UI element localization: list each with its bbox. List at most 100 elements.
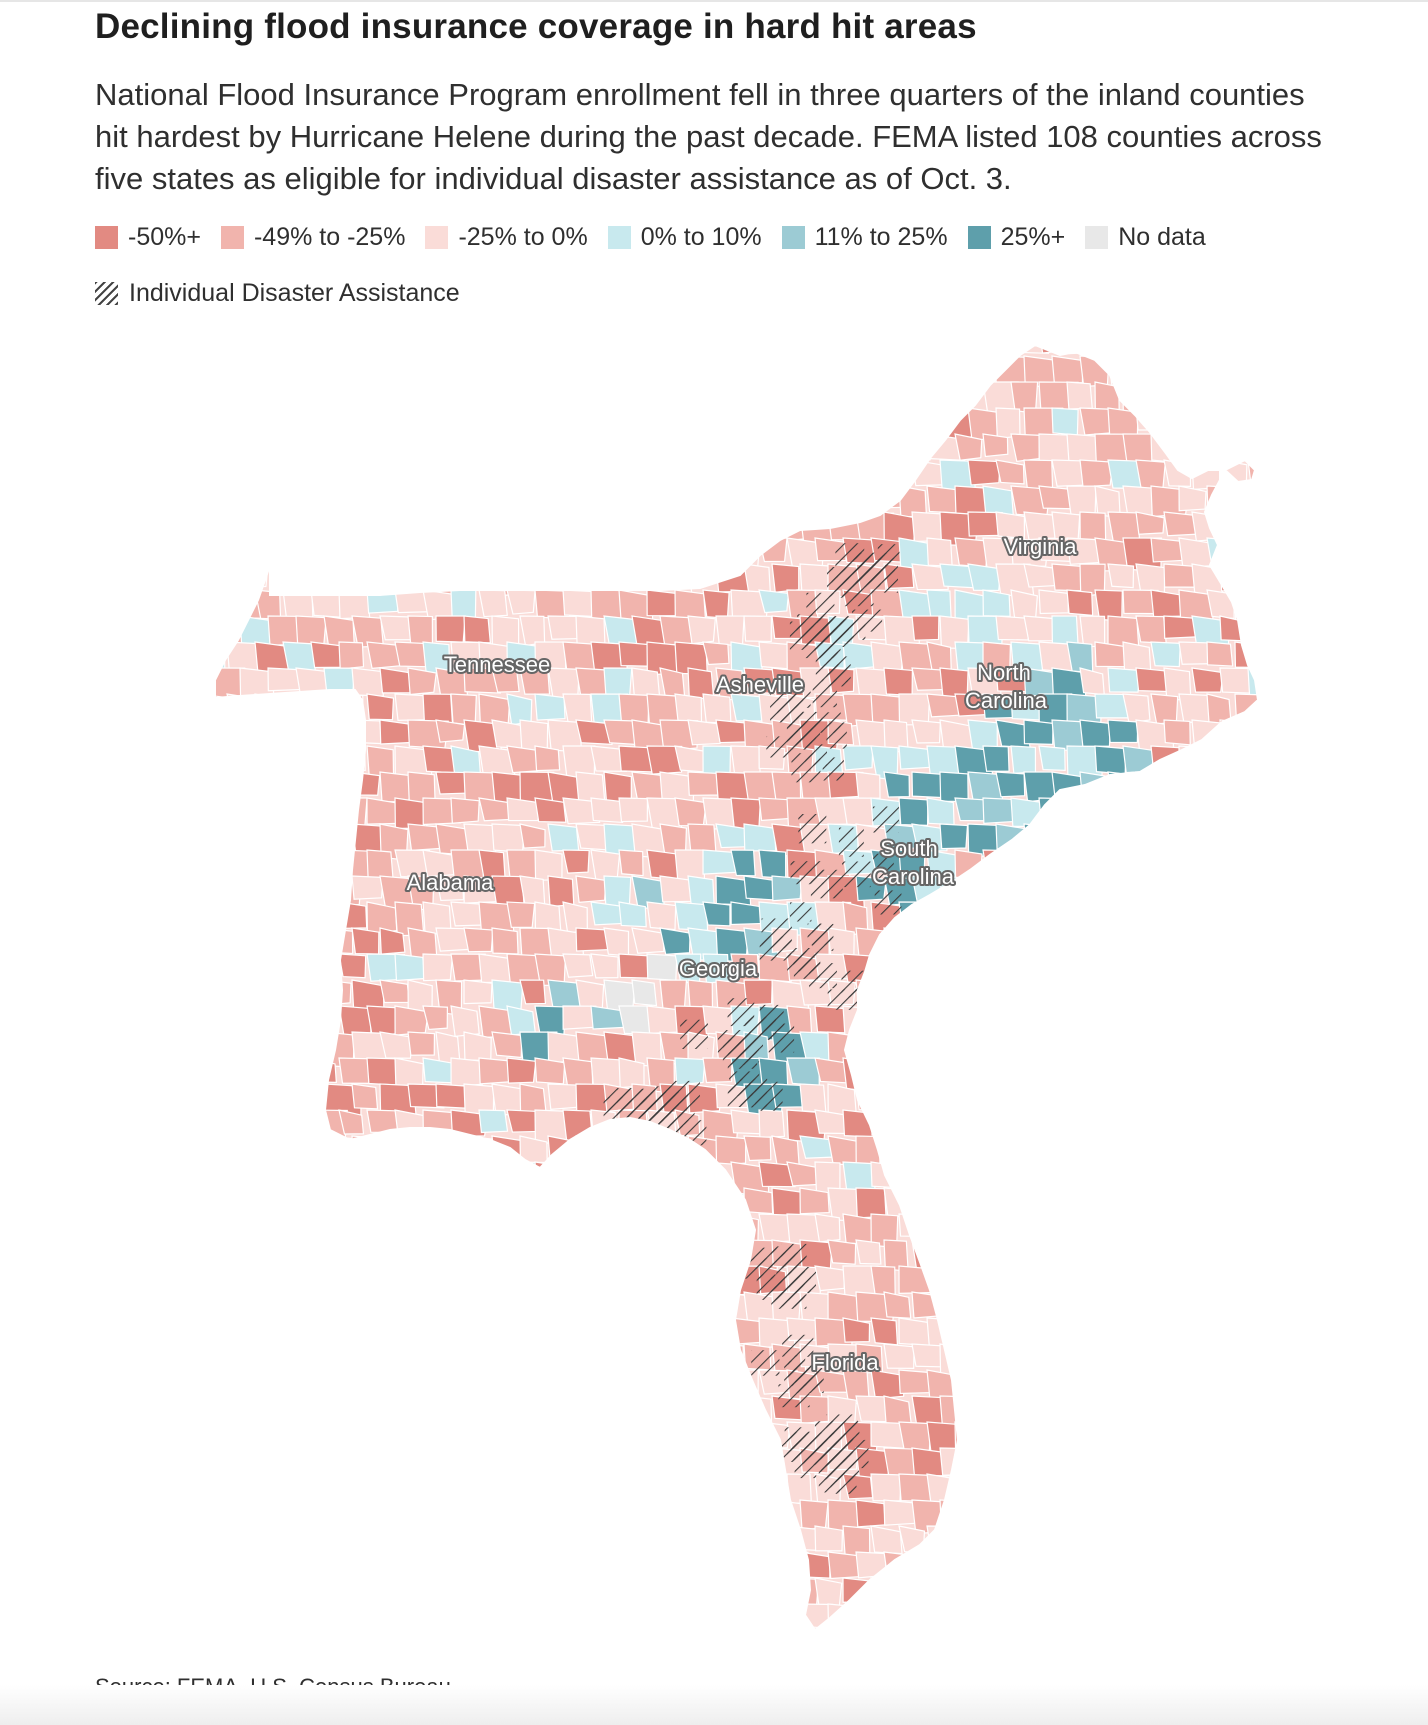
county-cell [1247,927,1258,960]
county-cell [1122,345,1159,365]
county-cell [1010,1421,1043,1450]
county-cell [463,563,492,591]
county-cell [1094,1057,1130,1092]
county-cell [215,381,225,408]
county-cell [1276,980,1301,1007]
county-cell [267,1135,296,1166]
county-cell [659,1239,689,1274]
county-cell [239,1343,278,1378]
county-cell [954,1265,992,1290]
county-cell [1135,1239,1177,1266]
county-cell [1219,563,1258,594]
county-cell [254,1577,295,1606]
county-cell [1010,1317,1050,1352]
county-cell [562,1577,598,1605]
county-cell [1234,1109,1258,1140]
county-cell [506,1213,536,1239]
county-cell [547,875,575,908]
county-cell [506,693,533,726]
county-cell [1263,330,1295,360]
county-cell [786,1057,820,1087]
county-cell [1206,1525,1236,1561]
county-cell [226,1421,264,1453]
county-cell [883,1343,915,1369]
assistance-hatch [727,1082,753,1107]
county-cell [702,381,730,407]
county-cell [547,1603,586,1630]
county-cell [562,1317,601,1353]
county-cell [967,875,997,906]
county-cell [519,1083,547,1115]
county-cell [1023,719,1054,745]
county-cell [379,563,412,595]
county-cell [1178,1057,1206,1084]
county-cell [855,1187,887,1219]
county-cell [478,1629,514,1630]
assistance-hatch [806,592,835,617]
county-cell [926,1161,955,1191]
county-cell [870,1317,899,1346]
county-cell [911,719,941,744]
county-cell [422,1213,452,1243]
county-cell [1135,1187,1163,1213]
county-cell [1066,345,1095,355]
county-cell [1206,537,1233,562]
county-cell [659,1603,687,1630]
county-cell [1247,1395,1258,1425]
county-cell [982,1057,1015,1090]
county-cell [1066,953,1095,988]
county-cell [1234,1161,1258,1192]
county-cell [366,1369,397,1396]
county-cell [1010,1057,1050,1091]
county-cell [995,771,1026,798]
county-cell [1150,641,1181,668]
county-cell [1219,771,1252,803]
county-cell [1234,1213,1258,1247]
county-cell [982,1525,1020,1555]
county-cell [604,1656,636,1660]
county-cell [215,1421,229,1448]
county-cell [338,1161,373,1186]
county-cell [1066,1369,1093,1407]
county-cell [1122,1109,1154,1134]
county-cell [310,1629,347,1630]
county-cell [547,823,580,852]
label-tennessee: Tennessee [444,652,550,677]
county-cell [898,1109,934,1138]
county-cell [1023,1291,1058,1323]
county-cell [1094,953,1131,985]
county-cell [267,511,304,537]
county-cell [674,1369,706,1402]
county-cell [254,381,294,409]
county-cell [603,1135,633,1159]
county-cell [715,1499,746,1533]
county-cell [282,1577,317,1612]
county-cell [659,1551,691,1581]
county-cell [1066,1525,1100,1553]
county-cell [254,901,291,929]
county-cell [687,407,723,439]
legend-label: -25% to 0% [458,222,588,251]
assistance-hatch [734,1038,760,1063]
county-cell [855,459,894,487]
county-cell [215,1031,249,1060]
county-cell [1079,823,1112,854]
county-cell [687,511,721,536]
county-cell [814,433,851,462]
county-cell [1150,1577,1190,1604]
county-cell [1206,1317,1244,1349]
county-cell [1150,953,1178,988]
county-cell [1178,1161,1214,1188]
county-cell [379,407,408,433]
county-cell [743,1551,785,1585]
county-cell [491,1187,527,1222]
county-cell [1219,1083,1252,1111]
county-cell [631,1187,660,1223]
county-cell [1234,381,1258,416]
county-cell [1010,1161,1045,1192]
county-cell [1107,1083,1137,1119]
county-cell [351,1343,394,1374]
county-cell [687,1239,718,1267]
county-cell [215,1447,250,1472]
county-cell [1163,1083,1190,1108]
